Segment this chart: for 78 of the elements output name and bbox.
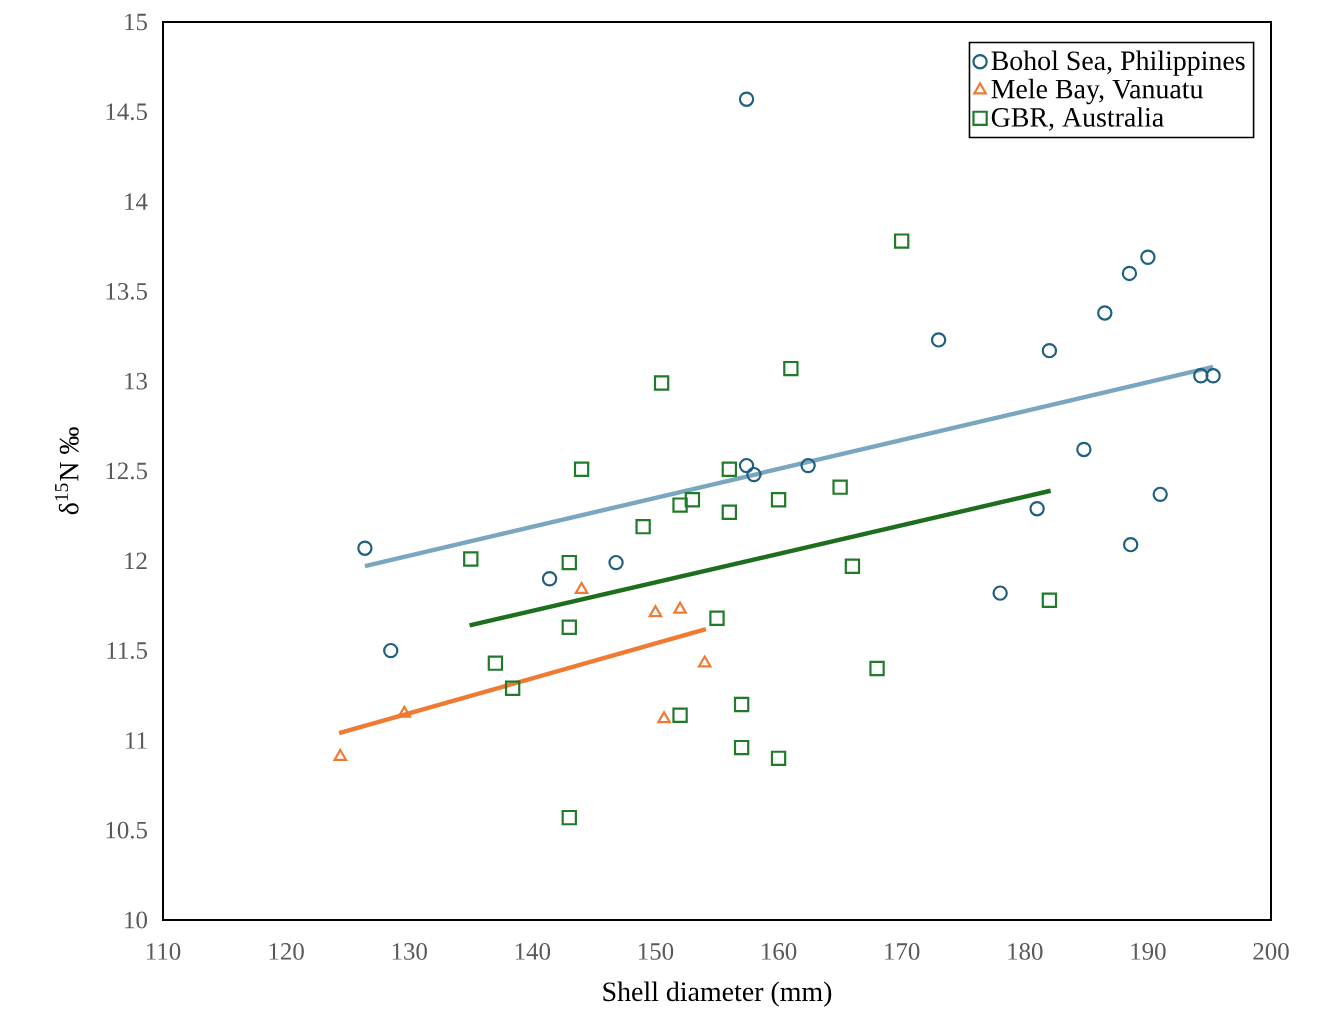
point	[1193, 368, 1209, 384]
point	[770, 750, 787, 767]
y-tick-label: 15	[125, 13, 147, 31]
point	[697, 655, 712, 668]
point	[930, 332, 947, 348]
x-tick-label: 110	[146, 943, 181, 960]
point	[463, 551, 479, 567]
point	[738, 457, 755, 474]
point	[1140, 249, 1156, 265]
point	[397, 705, 412, 718]
point	[574, 581, 589, 594]
point	[1152, 486, 1168, 503]
point	[541, 571, 558, 587]
point	[657, 711, 671, 724]
x-tick-label: 140	[515, 943, 551, 960]
point	[561, 554, 577, 571]
x-tick-label: 160	[762, 943, 797, 960]
point	[746, 466, 762, 483]
point	[770, 492, 787, 508]
y-tick-label: 14	[125, 193, 148, 210]
point	[672, 707, 688, 723]
point	[573, 461, 590, 477]
y-tick-label: 14.5	[106, 103, 147, 121]
x-tick-label: 190	[1131, 943, 1166, 960]
point	[721, 461, 738, 477]
point	[333, 748, 348, 761]
x-tick-label: 120	[269, 943, 304, 960]
point	[1076, 441, 1092, 458]
point	[893, 233, 910, 249]
x-tick-label: 150	[638, 943, 674, 960]
point	[504, 680, 521, 697]
point	[709, 610, 725, 626]
point	[672, 497, 688, 513]
point	[635, 518, 651, 535]
y-tick-label: 13	[125, 372, 147, 390]
point	[733, 696, 750, 713]
point	[653, 375, 670, 391]
point	[1029, 501, 1045, 517]
x-tick-label: 130	[392, 943, 427, 960]
x-tick-label: 200	[1253, 943, 1289, 960]
y-tick-label: 10.5	[106, 821, 147, 839]
y-tick-label: 11.5	[107, 642, 147, 659]
point	[357, 540, 373, 556]
point	[1122, 536, 1139, 553]
point	[1121, 265, 1138, 282]
legend-label: Mele Bay, Vanuatu	[991, 78, 1203, 105]
point	[1097, 305, 1113, 321]
y-tick-label: 13.5	[106, 282, 147, 300]
point	[733, 739, 750, 756]
point	[783, 360, 799, 377]
point	[561, 809, 577, 826]
point	[487, 655, 504, 671]
point	[383, 642, 399, 659]
x-axis-title: Shell diameter (mm)	[603, 981, 832, 1007]
point	[561, 619, 577, 635]
point	[844, 558, 861, 574]
point	[1205, 368, 1221, 384]
point	[673, 601, 687, 614]
y-tick-label: 11	[126, 732, 147, 749]
point	[1041, 342, 1058, 359]
y-tick-label: 12	[125, 552, 147, 570]
point	[1041, 592, 1058, 609]
y-tick-label: 10	[125, 911, 148, 929]
legend-label: GBR, Australia	[991, 107, 1164, 131]
y-tick-label: 12.5	[106, 462, 147, 480]
point	[608, 554, 624, 571]
point	[648, 605, 663, 618]
point	[869, 660, 885, 677]
point	[738, 91, 755, 107]
point	[992, 585, 1008, 601]
point	[832, 479, 848, 495]
point	[800, 457, 816, 474]
x-tick-label: 170	[885, 943, 920, 960]
point	[721, 504, 738, 521]
legend-label: Bohol Sea, Philippines	[991, 50, 1245, 76]
point	[684, 492, 701, 508]
y-axis-title: δ$^{15}$N ‰	[54, 427, 79, 515]
x-tick-label: 180	[1008, 943, 1043, 960]
